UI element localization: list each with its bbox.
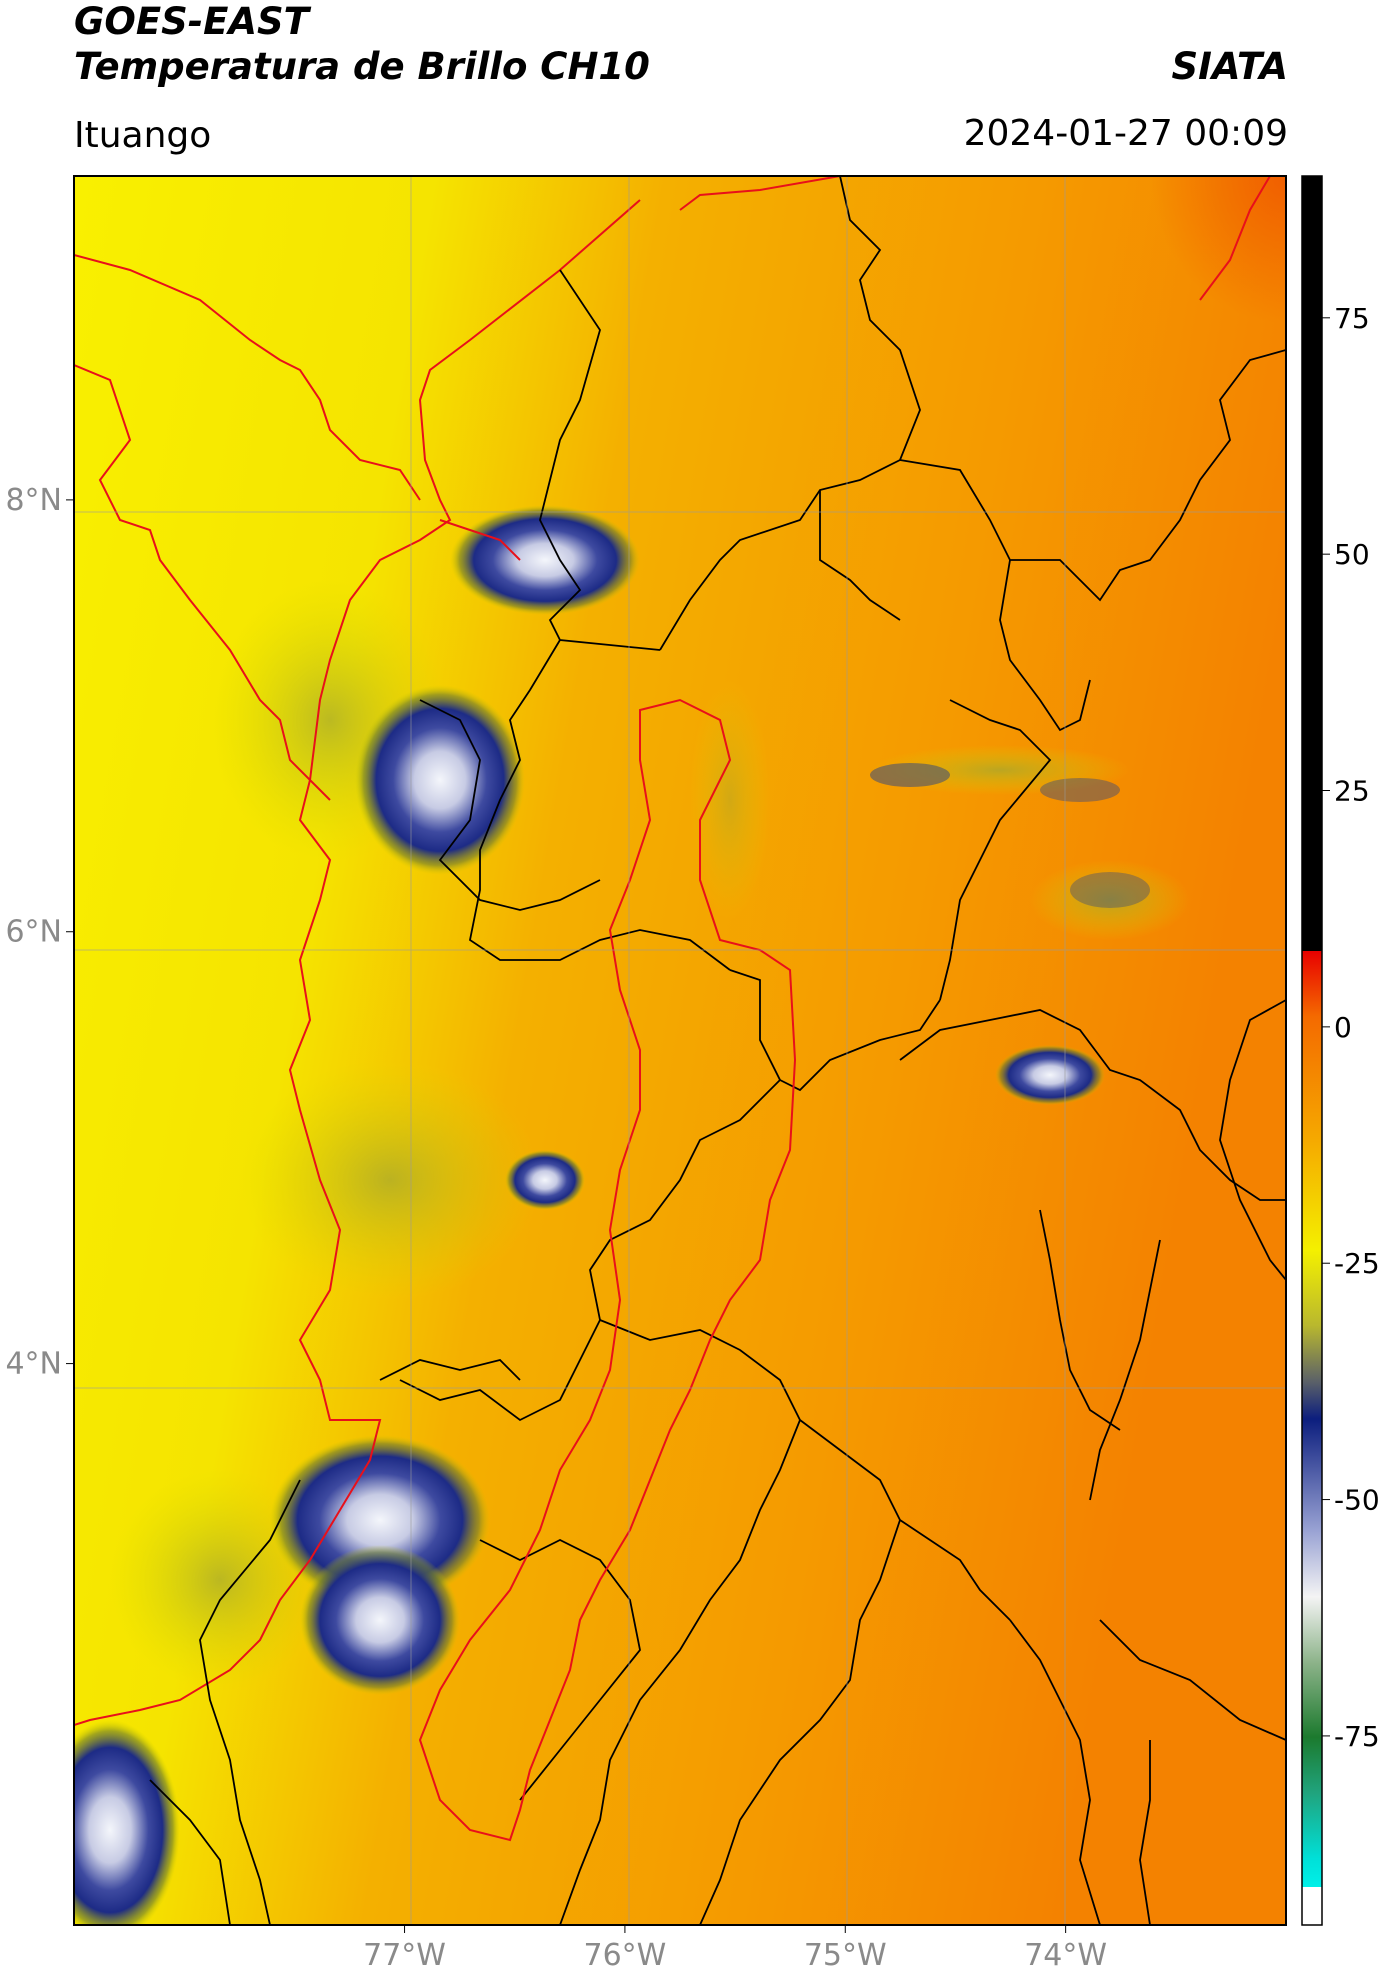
brightness-temperature-field — [74, 176, 1286, 1925]
location-label: Ituango — [74, 115, 212, 156]
lat-tick-label: 4°N — [5, 1347, 62, 1382]
lon-tick-label: 77°W — [363, 1938, 446, 1973]
agency-label: SIATA — [1171, 45, 1288, 88]
department-borders — [149, 176, 1286, 1925]
basin-outline — [418, 698, 797, 1842]
satellite-title: GOES-EAST — [74, 0, 309, 43]
lon-tick-label: 74°W — [1024, 1938, 1107, 1973]
cloud-cell — [270, 1435, 490, 1605]
cloud-cell — [450, 505, 640, 615]
colorbar-tick-label: 75 — [1334, 302, 1370, 335]
lon-tick-label: 75°W — [804, 1938, 887, 1973]
cloud-cell — [505, 1150, 585, 1210]
map-frame — [73, 175, 1287, 1926]
timestamp-label: 2024-01-27 00:09 — [963, 113, 1288, 154]
cloud-cell — [355, 685, 525, 875]
latitude-ticks: 8°N 6°N 4°N — [5, 483, 74, 1382]
colorbar: 75 50 25 0 -25 -50 -75 — [1301, 175, 1380, 1926]
product-title: Temperatura de Brillo CH10 — [74, 45, 650, 88]
lat-tick-label: 8°N — [5, 483, 62, 518]
colorbar-tick-label: -75 — [1334, 1720, 1380, 1753]
lon-tick-label: 76°W — [583, 1938, 666, 1973]
colorbar-tick-label: -50 — [1334, 1484, 1380, 1517]
colorbar-tick-label: 50 — [1334, 538, 1370, 571]
cloud-cell — [74, 1720, 180, 1925]
lat-tick-label: 6°N — [5, 915, 62, 950]
cloud-cell — [300, 1545, 460, 1695]
longitude-ticks: 77°W 76°W 75°W 74°W — [363, 1925, 1107, 1973]
colorbar-tick-label: -25 — [1334, 1247, 1380, 1280]
cloud-cell — [995, 1045, 1105, 1105]
colorbar-tick-label: 25 — [1334, 775, 1370, 808]
gridlines — [74, 176, 1286, 1925]
colorbar-tick-label: 0 — [1334, 1011, 1352, 1044]
coastline — [74, 176, 1271, 1726]
